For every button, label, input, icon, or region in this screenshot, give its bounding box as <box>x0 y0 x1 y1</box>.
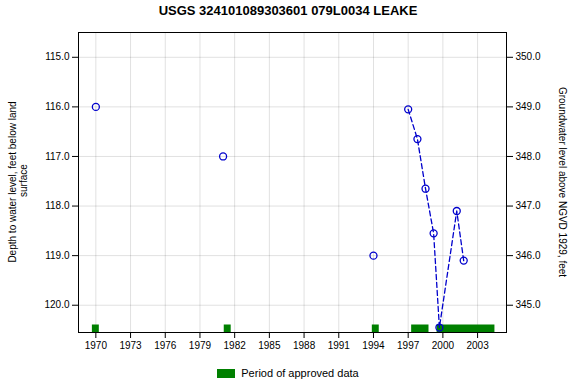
svg-text:115.0: 115.0 <box>45 51 70 62</box>
svg-text:1991: 1991 <box>328 340 351 351</box>
svg-text:1976: 1976 <box>154 340 177 351</box>
svg-text:1988: 1988 <box>293 340 316 351</box>
svg-text:348.0: 348.0 <box>516 151 541 162</box>
svg-text:118.0: 118.0 <box>45 200 70 211</box>
svg-text:117.0: 117.0 <box>45 151 70 162</box>
svg-text:116.0: 116.0 <box>45 101 70 112</box>
svg-text:346.0: 346.0 <box>516 250 541 261</box>
svg-text:2000: 2000 <box>432 340 455 351</box>
svg-text:1985: 1985 <box>258 340 281 351</box>
html-text:USGS 324101089303601 079L0034: USGS 324101089303601 079L0034 LEAKE <box>158 3 418 18</box>
svg-text:Groundwater level above NGVD 1: Groundwater level above NGVD 1929, feet <box>557 87 568 277</box>
svg-text:1994: 1994 <box>362 340 385 351</box>
svg-text:120.0: 120.0 <box>44 299 69 310</box>
svg-text:1979: 1979 <box>189 340 212 351</box>
html-text:Period of approved data: Period of approved data <box>241 367 359 379</box>
svg-text:349.0: 349.0 <box>516 101 541 112</box>
svg-text:350.0: 350.0 <box>516 51 541 62</box>
svg-text:345.0: 345.0 <box>516 299 541 310</box>
svg-text:1973: 1973 <box>119 340 142 351</box>
svg-text:1982: 1982 <box>224 340 247 351</box>
svg-text:2003: 2003 <box>466 340 489 351</box>
svg-text:347.0: 347.0 <box>516 200 541 211</box>
svg-text:Depth to water level, feet bel: Depth to water level, feet below land su… <box>7 101 30 262</box>
svg-text:1997: 1997 <box>397 340 420 351</box>
svg-text:119.0: 119.0 <box>45 250 70 261</box>
svg-text:1970: 1970 <box>85 340 108 351</box>
